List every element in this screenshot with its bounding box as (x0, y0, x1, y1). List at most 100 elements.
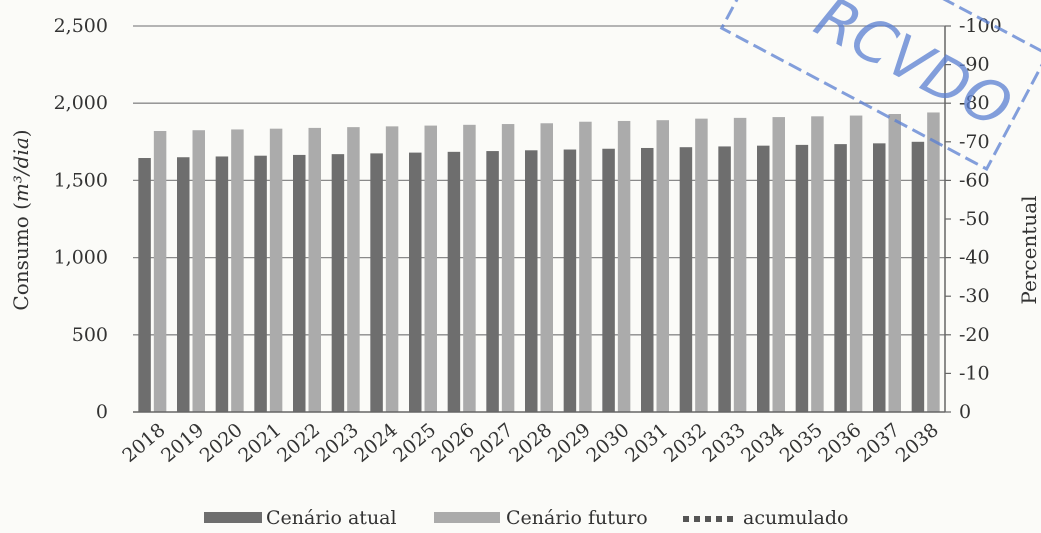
y2-tick-label: -70 (959, 131, 990, 153)
y-axis-title: Consumo (m³/dia) (9, 129, 33, 310)
bar (602, 148, 615, 413)
x-tick-label: 2020 (196, 419, 247, 467)
x-tick-label: 2037 (853, 419, 904, 467)
bar (501, 124, 515, 412)
x-tick-label: 2038 (892, 419, 943, 467)
y2-tick-label: -40 (959, 247, 990, 269)
legend-label-atual: Cenário atual (266, 507, 397, 529)
bar (641, 147, 654, 412)
bar (772, 117, 785, 412)
bar (463, 124, 476, 412)
x-tick-label: 2026 (428, 419, 479, 467)
x-tick-label: 2036 (814, 419, 865, 467)
legend-swatch-atual (204, 512, 262, 523)
x-tick-label: 2021 (234, 419, 285, 467)
bar (733, 117, 747, 413)
y-tick-labels: 0 500 1,000 1,500 2,000 2,500 (54, 15, 108, 423)
legend-label-acumulado: acumulado (743, 507, 848, 529)
y-axis-title-unit: m³/dia (9, 137, 33, 202)
bars (138, 112, 940, 413)
x-tick-label: 2029 (544, 419, 595, 467)
bar (695, 118, 708, 412)
y2-tick-label: -100 (959, 15, 1002, 37)
bar (293, 154, 306, 412)
bar (563, 149, 577, 412)
bar (540, 123, 553, 412)
x-tick-label: 2024 (350, 419, 401, 467)
bar (811, 116, 824, 412)
bar (834, 144, 847, 412)
x-tick-label: 2018 (118, 419, 169, 467)
x-tick-label: 2030 (582, 419, 633, 467)
bar (331, 154, 345, 413)
bar (153, 130, 167, 412)
bar (254, 155, 267, 413)
x-tick-label: 2033 (698, 419, 749, 467)
y2-tick-label: -30 (959, 285, 990, 307)
bar (138, 158, 151, 412)
stamp-border (719, 0, 1041, 172)
x-tick-label: 2028 (505, 419, 556, 467)
bar (617, 120, 631, 413)
bar (795, 144, 809, 412)
bar (849, 115, 863, 412)
bar (347, 127, 360, 412)
bar (192, 130, 205, 412)
y-tick-label: 1,500 (54, 169, 108, 191)
y-axis-title-prefix: Consumo ( (9, 202, 33, 311)
y-axis-title-suffix: ) (9, 129, 33, 137)
y2-tick-label: -20 (959, 324, 990, 346)
bar (370, 153, 383, 412)
bar (215, 156, 229, 412)
y2-tick-label: -90 (959, 54, 990, 76)
x-tick-label: 2027 (466, 419, 517, 467)
bar (525, 150, 538, 413)
x-tick-label: 2032 (660, 419, 711, 467)
bar (177, 157, 190, 412)
bar (888, 114, 901, 413)
x-tick-label: 2023 (312, 419, 363, 467)
y-tick-label: 1,000 (54, 247, 108, 269)
legend: Cenário atual Cenário futuro acumulado (204, 507, 848, 529)
bar (231, 129, 244, 412)
bar (656, 120, 669, 413)
bar (308, 127, 321, 413)
bar (385, 126, 399, 413)
axes (133, 25, 951, 413)
bar (424, 125, 437, 412)
bar (873, 143, 886, 412)
x-tick-label: 2019 (157, 419, 208, 467)
y2-tick-label: -50 (959, 208, 990, 230)
x-tick-label: 2025 (389, 419, 440, 467)
y2-tick-label: 0 (959, 401, 971, 423)
y2-tick-label: -80 (959, 92, 990, 114)
bar (927, 112, 940, 413)
legend-swatch-futuro (434, 512, 500, 523)
bar (718, 146, 731, 412)
y-tick-label: 2,000 (54, 92, 108, 114)
bar (409, 152, 422, 412)
y2-tick-label: -60 (959, 169, 990, 191)
y2-tick-labels: 0 -10 -20 -30 -40 -50 -60 -70 -80 -90 -100 (959, 15, 1002, 423)
y2-axis-title: Percentual (1017, 195, 1041, 304)
x-tick-label: 2031 (621, 419, 672, 467)
x-tick-label: 2035 (776, 419, 827, 467)
bar (447, 151, 461, 412)
bar (679, 147, 693, 413)
y-tick-label: 2,500 (54, 15, 108, 37)
y-tick-label: 0 (96, 401, 108, 423)
x-tick-label: 2022 (273, 419, 324, 467)
bar (911, 141, 925, 413)
bar (269, 128, 283, 412)
x-tick-labels: 2018201920202021202220232024202520262027… (118, 419, 943, 467)
bar (579, 121, 592, 412)
legend-label-futuro: Cenário futuro (506, 507, 648, 529)
gridlines (133, 25, 945, 336)
bar (486, 151, 499, 412)
y2-tick-label: -10 (959, 362, 990, 384)
bar (757, 145, 770, 412)
y-tick-label: 500 (72, 324, 108, 346)
x-tick-label: 2034 (737, 419, 788, 467)
